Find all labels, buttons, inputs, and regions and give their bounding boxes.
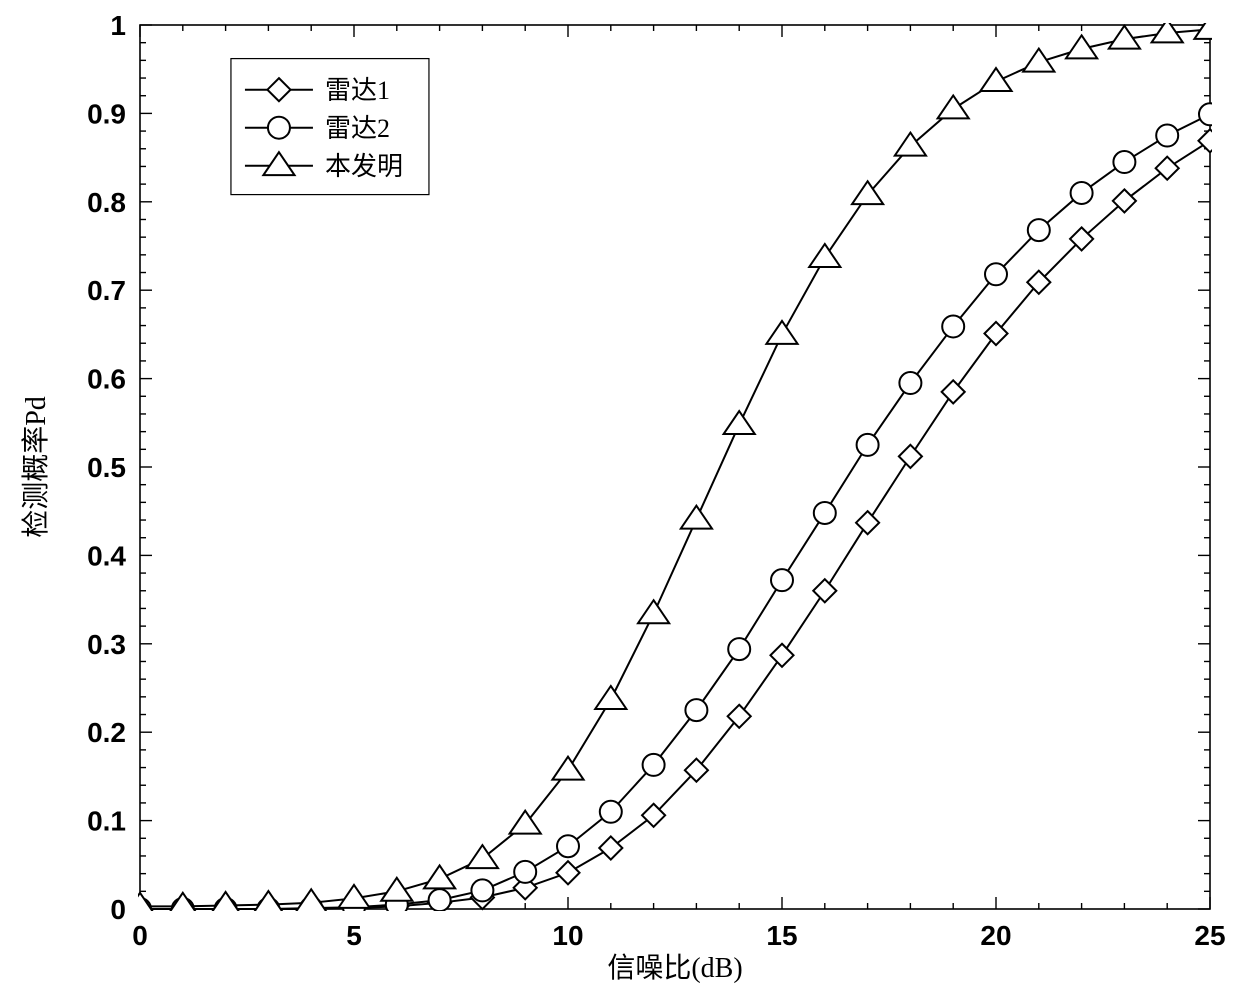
detection-probability-chart: 0 5 10 15 20 25 0 0.1 0.2 0.3 0.4 0.5 0.6 0.7 0.8 0.9 1 信… [0,0,1240,999]
series-marker-radar2 [985,263,1007,285]
series-marker-radar2 [1071,182,1093,204]
series-marker-radar2 [429,889,451,911]
series-marker-radar2 [814,502,836,524]
series-marker-radar2 [685,699,707,721]
y-tick-label: 0.2 [87,717,126,748]
series-marker-radar2 [471,879,493,901]
y-tick-label: 0.3 [87,629,126,660]
y-tick-label: 0.4 [87,540,126,571]
series-marker-radar2 [557,835,579,857]
series-marker-radar2 [942,315,964,337]
x-axis-label: 信噪比(dB) [607,952,742,984]
series-marker-radar2 [1113,151,1135,173]
series-marker-radar2 [899,372,921,394]
x-tick-label: 20 [980,920,1011,951]
y-tick-label: 0.5 [87,452,126,483]
series-marker-radar2 [600,801,622,823]
series-marker-radar2 [771,569,793,591]
series-marker-radar2 [1156,125,1178,147]
y-tick-label: 0.9 [87,98,126,129]
series-marker-radar2 [643,754,665,776]
series-marker-radar2 [857,434,879,456]
y-tick-label: 0.6 [87,364,126,395]
chart-container: 0 5 10 15 20 25 0 0.1 0.2 0.3 0.4 0.5 0.6 0.7 0.8 0.9 1 信… [0,0,1240,999]
legend-label-invention: 本发明 [325,152,403,181]
x-tick-label: 25 [1194,920,1225,951]
series-marker-radar2 [514,861,536,883]
y-tick-label: 0 [110,894,126,925]
x-tick-label: 15 [766,920,797,951]
y-tick-label: 1 [110,10,126,41]
series-marker-radar2 [728,638,750,660]
y-axis-label: 检测概率Pd [20,396,52,538]
series-marker-radar2 [1028,219,1050,241]
legend-label-radar2: 雷达2 [325,114,390,143]
legend: 雷达1 雷达2 本发明 [231,59,429,195]
legend-label-radar1: 雷达1 [325,76,390,105]
y-tick-label: 0.1 [87,806,126,837]
y-tick-label: 0.8 [87,187,126,218]
x-tick-label: 10 [552,920,583,951]
x-tick-label: 0 [132,920,148,951]
y-tick-label: 0.7 [87,275,126,306]
x-tick-label: 5 [346,920,362,951]
